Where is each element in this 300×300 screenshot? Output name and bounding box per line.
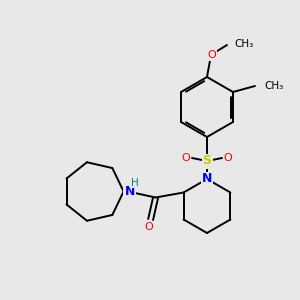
Text: O: O bbox=[208, 50, 216, 60]
Text: O: O bbox=[224, 153, 232, 163]
Text: N: N bbox=[124, 185, 135, 198]
Text: O: O bbox=[182, 153, 190, 163]
Text: N: N bbox=[202, 172, 212, 185]
Text: CH₃: CH₃ bbox=[264, 81, 283, 91]
Text: H: H bbox=[131, 178, 139, 188]
Text: CH₃: CH₃ bbox=[234, 39, 253, 49]
Text: S: S bbox=[202, 154, 211, 167]
Text: O: O bbox=[144, 221, 153, 232]
